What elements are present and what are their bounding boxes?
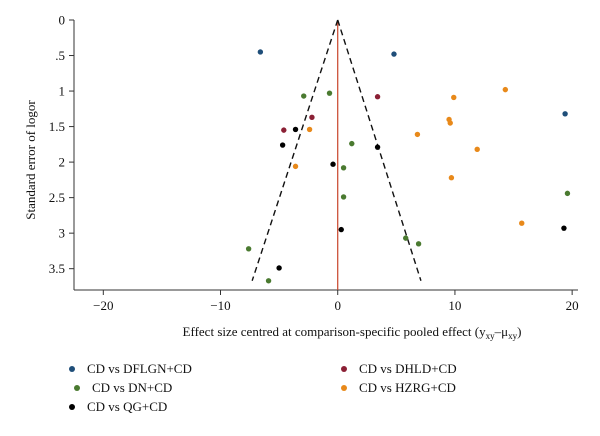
data-point: [279, 142, 286, 148]
data-point: [349, 140, 355, 147]
x-axis-title: Effect size centred at comparison-specif…: [183, 324, 522, 341]
data-point: [245, 246, 252, 252]
data-point: [292, 163, 299, 170]
data-point: [306, 126, 313, 133]
data-point: [330, 161, 336, 167]
data-point: [309, 114, 315, 121]
data-point: [502, 86, 509, 93]
data-point: [340, 194, 347, 200]
data-point: [374, 94, 381, 100]
x-tick-label: −10: [210, 298, 230, 313]
y-axis-title: Standard error of logor: [23, 100, 38, 220]
data-point: [276, 265, 282, 271]
legend-entry-dn: CD vs DN+CD: [74, 380, 172, 396]
data-point: [257, 49, 264, 55]
legend-entry-qg: CD vs QG+CD: [69, 399, 167, 415]
legend-label: CD vs HZRG+CD: [359, 380, 456, 395]
legend-marker: [69, 404, 75, 410]
data-point: [474, 146, 480, 153]
x-tick-label: −20: [93, 298, 113, 313]
data-point: [301, 93, 307, 99]
y-tick-label: 3: [59, 226, 66, 241]
y-tick-label: 1.5: [49, 119, 65, 134]
data-point: [391, 51, 397, 57]
legend-entry-dflgn: CD vs DFLGN+CD: [69, 361, 192, 377]
y-tick-label: 3.5: [49, 261, 65, 276]
data-point: [448, 175, 455, 181]
legend-label: CD vs DFLGN+CD: [87, 361, 192, 376]
x-tick-label: 20: [566, 298, 579, 313]
y-tick-label: .5: [55, 48, 65, 63]
data-point: [447, 120, 453, 126]
legend-entry-dhld: CD vs DHLD+CD: [341, 361, 457, 377]
funnel-right-line: [337, 19, 422, 281]
data-point: [292, 126, 299, 133]
funnel-left-line: [251, 19, 339, 281]
y-tick-label: 2: [59, 155, 66, 170]
data-point: [415, 241, 422, 247]
legend-marker: [341, 366, 347, 372]
data-point: [403, 235, 409, 241]
data-point: [340, 165, 347, 171]
data-point: [338, 226, 344, 233]
data-point: [326, 90, 333, 96]
data-point: [561, 225, 567, 231]
data-point: [265, 278, 272, 284]
legend-marker: [69, 366, 75, 372]
y-tick-label: 0: [59, 13, 66, 28]
data-point: [564, 190, 571, 197]
legend-label: CD vs DHLD+CD: [359, 361, 457, 376]
data-point: [281, 127, 287, 133]
data-point: [414, 131, 421, 138]
data-point: [562, 111, 568, 117]
legend-marker: [74, 385, 80, 391]
x-tick-label: 10: [448, 298, 461, 313]
legend-label: CD vs QG+CD: [87, 399, 168, 414]
data-point: [451, 94, 457, 101]
legend-label: CD vs DN+CD: [92, 380, 173, 395]
legend-marker: [341, 385, 347, 391]
x-tick-label: 0: [334, 298, 341, 313]
y-tick-label: 1: [59, 84, 66, 99]
legend-entry-hzrg: CD vs HZRG+CD: [341, 380, 456, 396]
data-point: [519, 220, 525, 226]
data-point: [374, 144, 381, 150]
y-tick-label: 2.5: [49, 190, 65, 205]
